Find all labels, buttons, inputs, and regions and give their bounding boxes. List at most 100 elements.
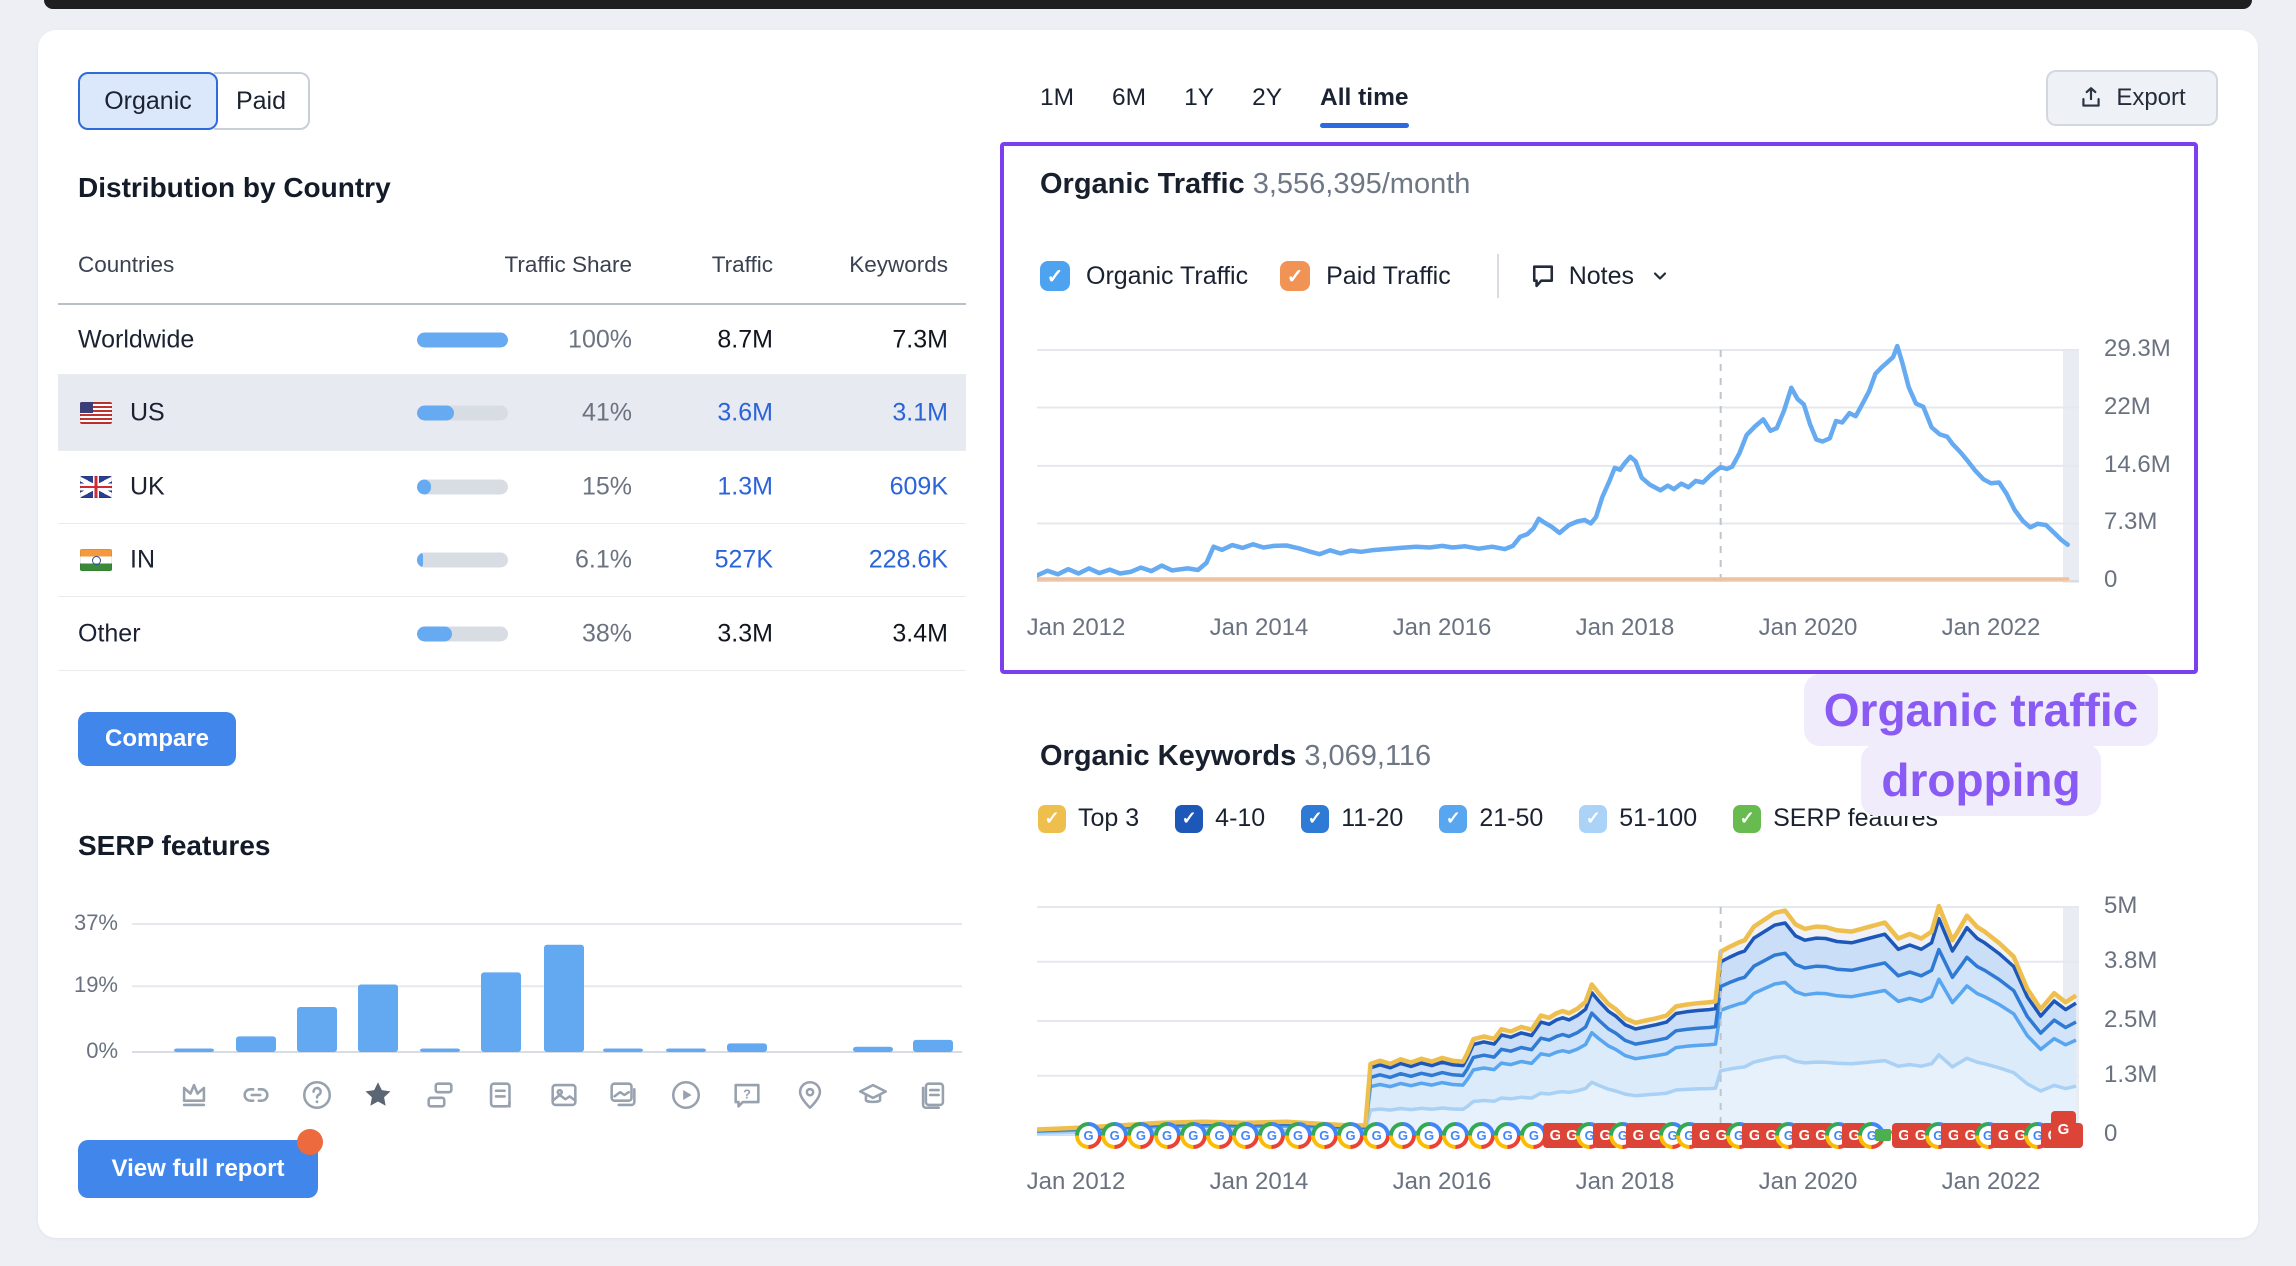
education-icon	[856, 1078, 890, 1112]
traffic-share-bar	[417, 332, 508, 348]
organic-keywords-value: 3,069,116	[1304, 740, 1432, 772]
country-distribution-title: Distribution by Country	[78, 172, 391, 203]
organic-keywords-label: Organic Keywords	[1040, 740, 1297, 772]
toggle-option-paid[interactable]: Paid	[214, 72, 310, 130]
organic-keywords-title: Organic Keywords 3,069,116	[1040, 740, 1431, 773]
question-icon	[300, 1078, 334, 1112]
country-row-worldwide[interactable]: Worldwide 100% 8.7M 7.3M	[58, 306, 966, 375]
legend-checkbox[interactable]: ✓	[1175, 804, 1204, 833]
organic-traffic-chart	[1037, 343, 2079, 583]
legend-checkbox[interactable]: ✓	[1579, 804, 1608, 833]
checkbox-organic-traffic[interactable]: ✓	[1040, 261, 1070, 291]
legend-item-21-50: ✓ 21-50	[1439, 804, 1543, 833]
col-keywords: Keywords	[849, 252, 948, 277]
keywords-xtick: Jan 2014	[1209, 1168, 1309, 1195]
traffic-ytick: 7.3M	[2104, 508, 2158, 536]
keywords-value[interactable]: 228.6K	[868, 545, 948, 574]
country-name: UK	[130, 472, 165, 501]
notification-dot	[297, 1129, 323, 1155]
keywords-value: 7.3M	[892, 325, 948, 354]
col-traffic-share: Traffic Share	[504, 252, 632, 277]
document-icon	[484, 1078, 518, 1112]
traffic-value: 8.7M	[717, 325, 773, 354]
notes-icon	[1532, 265, 1553, 288]
checkbox-label-organic-traffic: Organic Traffic	[1086, 261, 1249, 290]
annotation-line1: Organic traffic	[1803, 674, 2159, 746]
keywords-xtick: Jan 2022	[1941, 1168, 2041, 1195]
link-icon	[239, 1078, 273, 1112]
keywords-value: 3.4M	[892, 619, 948, 647]
traffic-value[interactable]: 3.6M	[717, 398, 773, 426]
tab-all-time[interactable]: All time	[1320, 84, 1409, 128]
traffic-share-value: 15%	[581, 472, 632, 501]
view-full-report-button[interactable]: View full report	[78, 1140, 318, 1198]
crown-icon	[177, 1078, 211, 1112]
keywords-ytick: 0	[2104, 1120, 2118, 1147]
compare-button[interactable]: Compare	[78, 712, 236, 766]
traffic-xtick: Jan 2022	[1941, 614, 2041, 641]
traffic-value[interactable]: 1.3M	[717, 472, 773, 501]
country-row-other[interactable]: Other 38% 3.3M 3.4M	[58, 597, 966, 671]
tab-2y[interactable]: 2Y	[1252, 84, 1283, 111]
country-row-us[interactable]: US 41% 3.6M 3.1M	[58, 375, 966, 451]
traffic-ytick: 22M	[2104, 392, 2151, 420]
keywords-value[interactable]: 609K	[889, 472, 948, 501]
upload-icon	[2082, 87, 2100, 107]
document-alt-icon	[916, 1078, 950, 1112]
flag-us-icon	[80, 401, 112, 424]
organic-traffic-value: 3,556,395/month	[1252, 168, 1471, 200]
location-icon	[793, 1078, 827, 1112]
image-icon	[547, 1078, 581, 1112]
organic-paid-toggle: Organic Paid	[78, 72, 310, 130]
tab-1y[interactable]: 1Y	[1184, 84, 1215, 111]
tab-1m[interactable]: 1M	[1040, 84, 1075, 111]
country-name: IN	[130, 545, 155, 574]
organic-traffic-title: Organic Traffic 3,556,395/month	[1040, 168, 1470, 201]
organic-traffic-label: Organic Traffic	[1040, 168, 1245, 200]
time-range-tabs: 1M 6M 1Y 2Y All time	[1040, 84, 1409, 128]
sitelinks-icon	[423, 1078, 457, 1112]
traffic-xtick: Jan 2014	[1209, 614, 1309, 641]
legend-label: 21-50	[1479, 804, 1544, 832]
legend-checkbox[interactable]: ✓	[1439, 804, 1468, 833]
serp-ytick: 0%	[86, 1038, 118, 1063]
keywords-ytick: 3.8M	[2104, 946, 2158, 974]
country-row-uk[interactable]: UK 15% 1.3M 609K	[58, 451, 966, 524]
keywords-legend: ✓ Top 3 ✓ 4-10 ✓ 11-20 ✓ 21-50 ✓ 51-100 ✓ SERP feat…	[1038, 804, 1938, 833]
traffic-share-value: 6.1%	[575, 545, 632, 574]
keywords-xtick: Jan 2020	[1758, 1168, 1858, 1195]
traffic-ytick: 14.6M	[2104, 450, 2171, 478]
traffic-share-value: 100%	[568, 325, 632, 354]
legend-label: 51-100	[1619, 804, 1698, 832]
traffic-xtick: Jan 2018	[1575, 614, 1675, 641]
traffic-value[interactable]: 527K	[714, 545, 773, 574]
legend-checkbox[interactable]: ✓	[1038, 804, 1066, 833]
legend-item-11-20: ✓ 11-20	[1301, 804, 1403, 833]
checkbox-label-paid-traffic: Paid Traffic	[1326, 261, 1451, 290]
tab-6m[interactable]: 6M	[1112, 84, 1147, 111]
keywords-xtick: Jan 2016	[1392, 1168, 1492, 1195]
country-name: Other	[78, 619, 141, 647]
serp-ytick: 37%	[73, 910, 118, 935]
legend-checkbox[interactable]: ✓	[1301, 804, 1330, 833]
legend-item-51-100: ✓ 51-100	[1579, 804, 1697, 833]
legend-label: 4-10	[1215, 804, 1266, 832]
country-row-in[interactable]: IN 6.1% 527K 228.6K	[58, 524, 966, 597]
table-header-divider	[58, 303, 966, 305]
keywords-xtick: Jan 2012	[1026, 1168, 1126, 1195]
col-countries: Countries	[78, 252, 175, 277]
traffic-ytick: 29.3M	[2104, 335, 2171, 362]
traffic-xtick: Jan 2012	[1026, 614, 1126, 641]
notes-dropdown[interactable]: Notes	[1529, 262, 1670, 291]
export-button[interactable]: Export	[2046, 70, 2218, 126]
legend-checkbox[interactable]: ✓	[1733, 804, 1762, 833]
legend-item-4-10: ✓ 4-10	[1175, 804, 1265, 833]
keywords-value[interactable]: 3.1M	[892, 398, 948, 426]
toggle-option-organic[interactable]: Organic	[78, 72, 218, 130]
checkbox-paid-traffic[interactable]: ✓	[1280, 261, 1311, 291]
traffic-share-bar	[417, 626, 508, 641]
legend-item-top-3: ✓ Top 3	[1038, 804, 1139, 833]
traffic-share-bar	[417, 552, 508, 568]
legend-label: Top 3	[1078, 804, 1140, 832]
keywords-ytick: 5M	[2104, 892, 2138, 919]
